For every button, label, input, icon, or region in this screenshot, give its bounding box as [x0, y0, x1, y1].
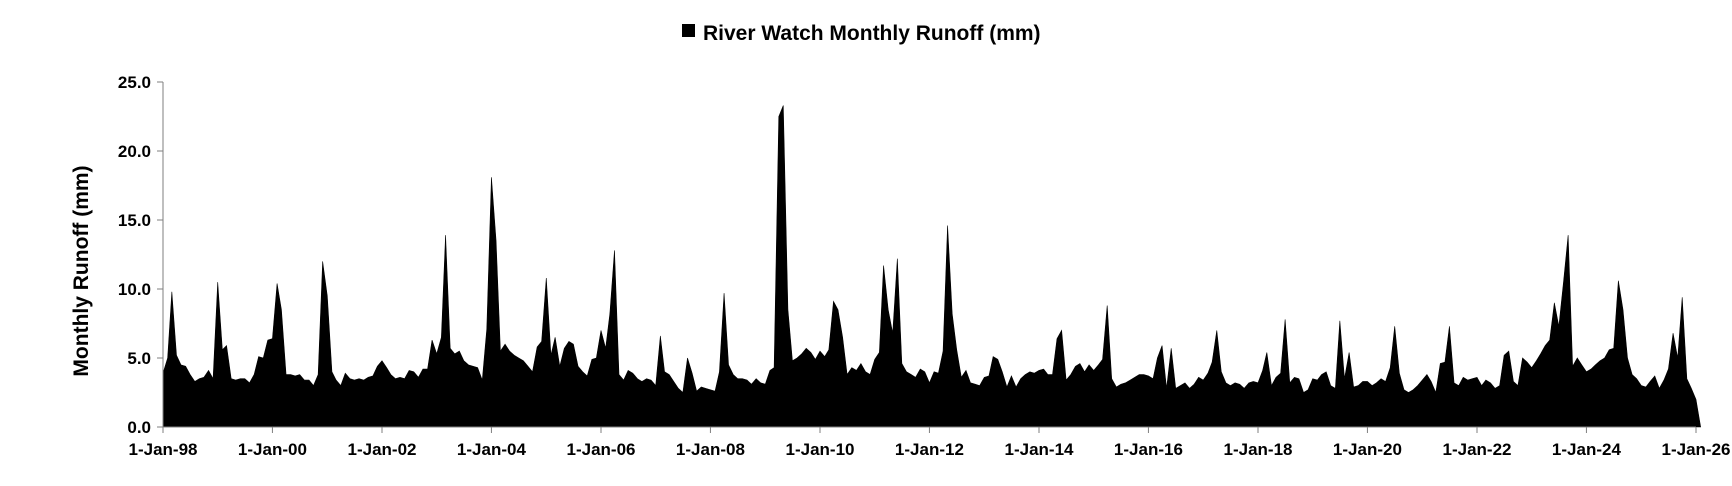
x-tick-label: 1-Jan-22	[1443, 440, 1512, 459]
y-tick-label: 25.0	[118, 73, 151, 92]
x-tick-label: 1-Jan-12	[895, 440, 964, 459]
x-tick-label: 1-Jan-16	[1114, 440, 1183, 459]
legend-label: River Watch Monthly Runoff (mm)	[703, 22, 1041, 45]
y-tick-label: 15.0	[118, 211, 151, 230]
plot-area	[162, 105, 1702, 428]
runoff-area-series	[162, 105, 1702, 428]
y-axis-title: Monthly Runoff (mm)	[70, 165, 93, 376]
x-tick-label: 1-Jan-18	[1224, 440, 1293, 459]
x-tick-label: 1-Jan-14	[1005, 440, 1075, 459]
x-tick-label: 1-Jan-04	[457, 440, 527, 459]
y-tick-label: 20.0	[118, 142, 151, 161]
x-tick-label: 1-Jan-26	[1662, 440, 1731, 459]
x-tick-label: 1-Jan-00	[238, 440, 307, 459]
y-tick-label: 10.0	[118, 280, 151, 299]
y-tick-label: 0.0	[127, 418, 151, 437]
x-tick-label: 1-Jan-02	[348, 440, 417, 459]
legend: River Watch Monthly Runoff (mm)	[682, 22, 1041, 45]
x-tick-label: 1-Jan-98	[129, 440, 198, 459]
axes: 0.0 5.0 10.0 15.0 20.0 25.0 1-Jan-98 1-Jan-00 1-…	[118, 73, 1731, 459]
x-tick-label: 1-Jan-10	[786, 440, 855, 459]
x-tick-label: 1-Jan-24	[1552, 440, 1622, 459]
x-tick-label: 1-Jan-20	[1333, 440, 1402, 459]
legend-swatch	[682, 24, 695, 37]
y-tick-label: 5.0	[127, 349, 151, 368]
x-tick-label: 1-Jan-06	[567, 440, 636, 459]
x-tick-label: 1-Jan-08	[676, 440, 745, 459]
